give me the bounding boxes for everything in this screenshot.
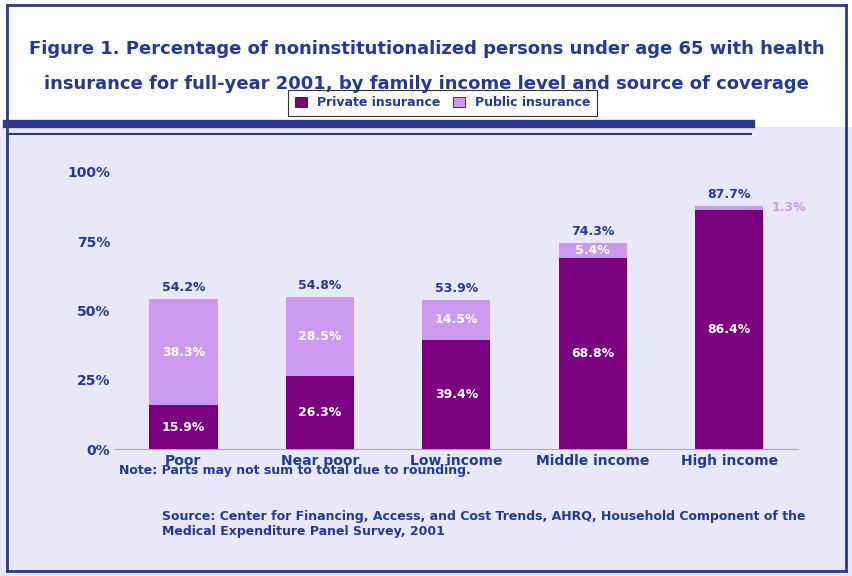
Bar <box>558 259 626 449</box>
Bar <box>149 405 217 449</box>
Text: 38.3%: 38.3% <box>162 346 204 359</box>
Bar <box>285 376 354 449</box>
Text: 39.4%: 39.4% <box>435 388 477 401</box>
Text: 53.9%: 53.9% <box>435 282 477 295</box>
Bar <box>694 210 763 449</box>
Text: Figure 1. Percentage of noninstitutionalized persons under age 65 with health: Figure 1. Percentage of noninstitutional… <box>29 40 823 58</box>
Text: 26.3%: 26.3% <box>298 406 341 419</box>
Text: 54.2%: 54.2% <box>162 281 204 294</box>
Text: 14.5%: 14.5% <box>435 313 477 327</box>
Bar <box>422 340 490 449</box>
Text: 1.3%: 1.3% <box>771 202 805 214</box>
Text: 68.8%: 68.8% <box>571 347 613 361</box>
Text: insurance for full-year 2001, by family income level and source of coverage: insurance for full-year 2001, by family … <box>44 74 808 93</box>
Text: 74.3%: 74.3% <box>571 225 613 238</box>
Legend: Private insurance, Public insurance: Private insurance, Public insurance <box>288 90 596 116</box>
Text: 86.4%: 86.4% <box>707 323 750 336</box>
Bar <box>558 244 626 259</box>
Text: 87.7%: 87.7% <box>707 188 750 201</box>
Text: Source: Center for Financing, Access, and Cost Trends, AHRQ, Household Component: Source: Center for Financing, Access, an… <box>162 510 804 538</box>
Text: Note: Parts may not sum to total due to rounding.: Note: Parts may not sum to total due to … <box>119 464 470 477</box>
Bar <box>285 297 354 376</box>
Bar <box>694 206 763 210</box>
Text: 15.9%: 15.9% <box>162 420 204 434</box>
Text: 28.5%: 28.5% <box>298 330 341 343</box>
Bar <box>149 299 217 405</box>
Text: 54.8%: 54.8% <box>298 279 341 292</box>
Text: 5.4%: 5.4% <box>575 244 609 257</box>
Bar <box>422 300 490 340</box>
